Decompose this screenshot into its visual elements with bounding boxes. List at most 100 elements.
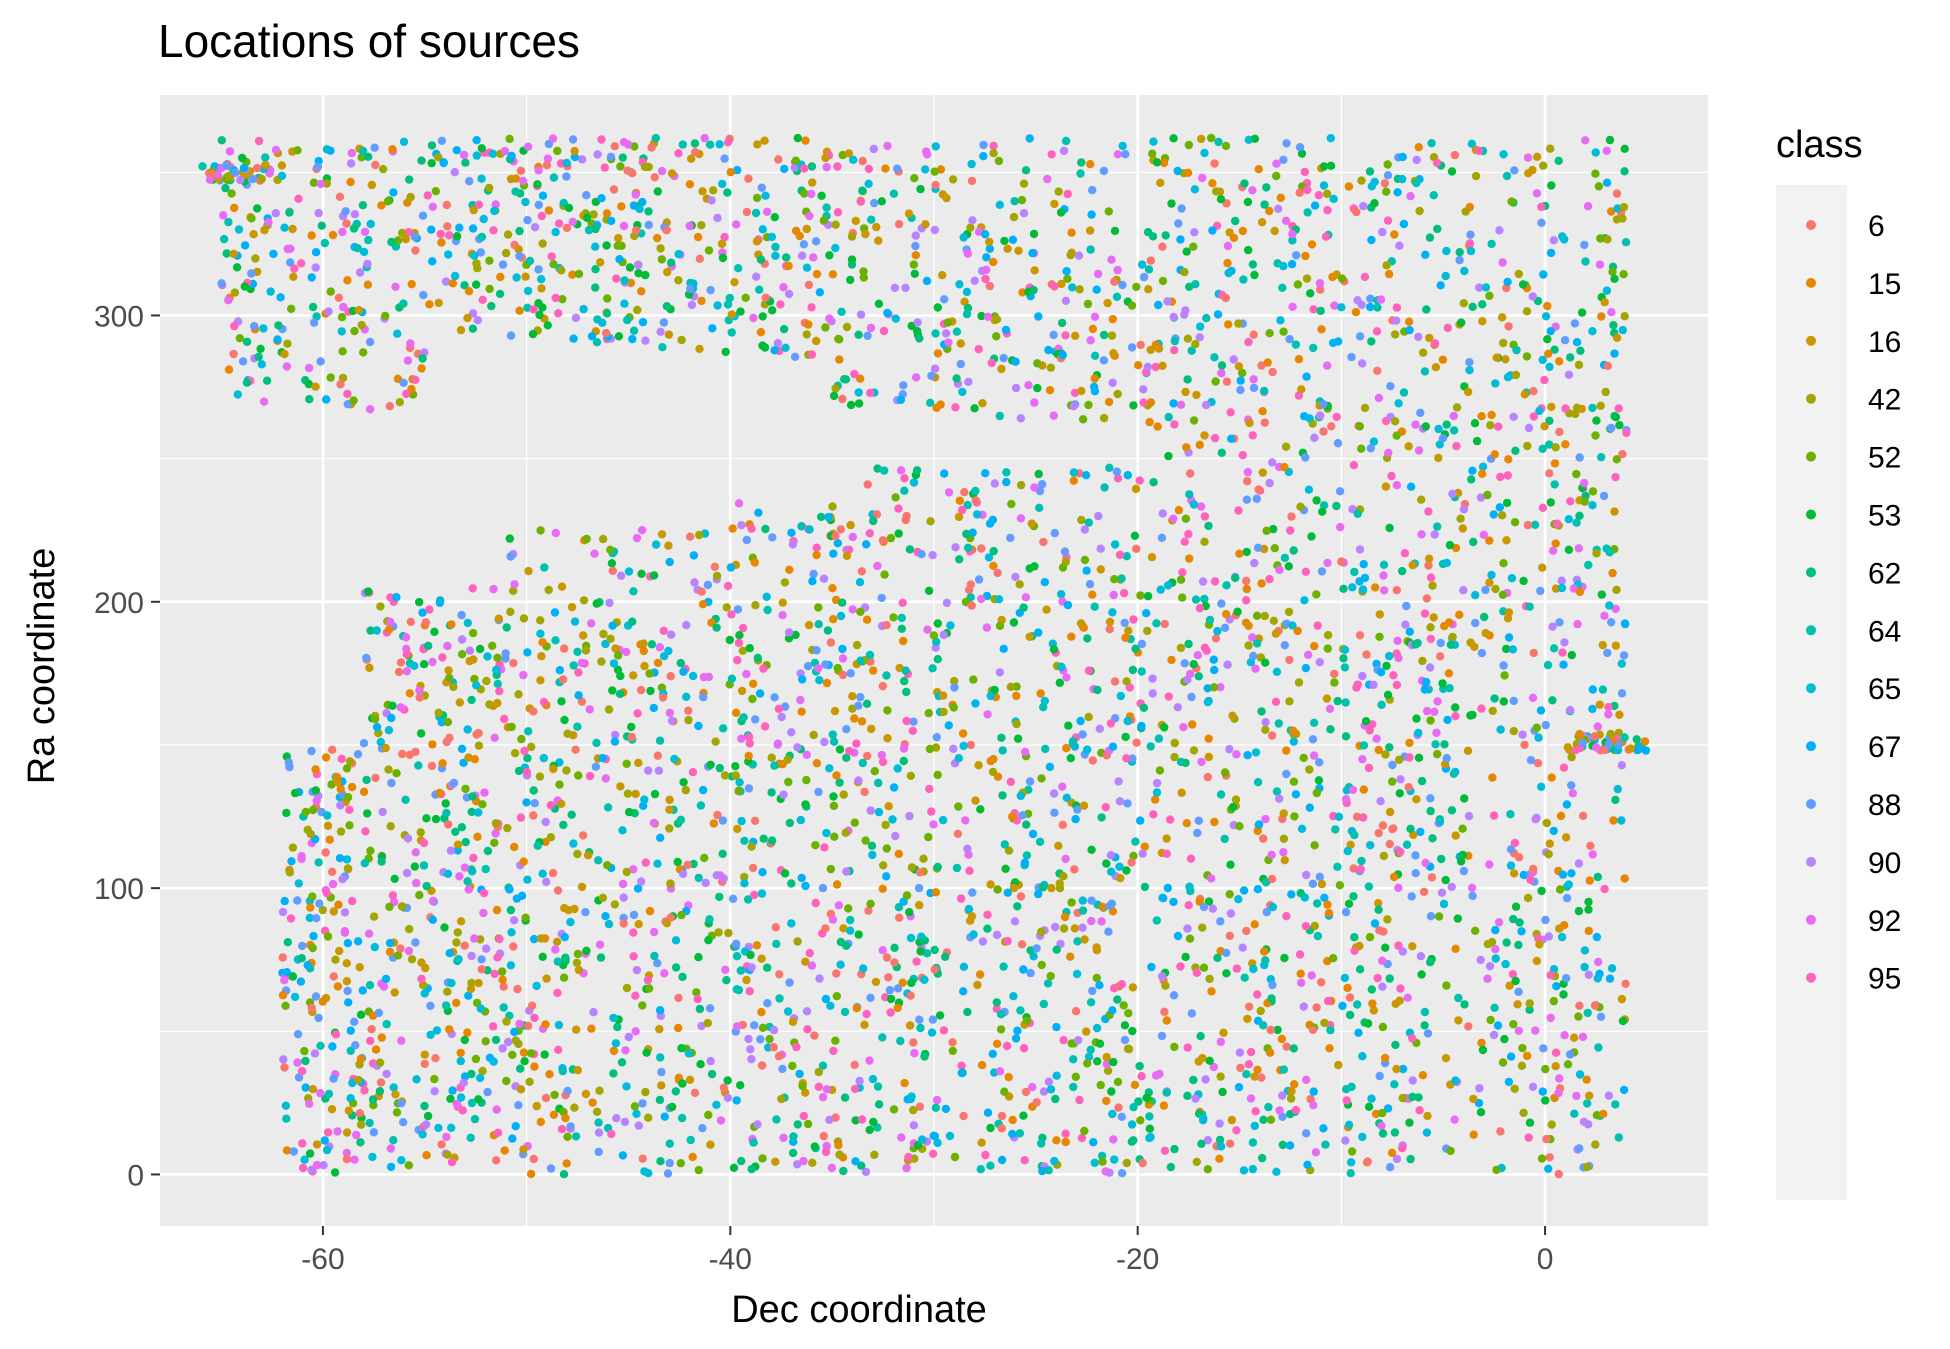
data-point [474, 978, 483, 988]
data-point [1405, 753, 1414, 762]
data-point [523, 215, 532, 225]
data-point [442, 200, 451, 210]
data-point [305, 913, 314, 923]
data-point [594, 1128, 604, 1137]
data-point [632, 226, 641, 235]
data-point [1365, 726, 1374, 735]
data-point [1210, 817, 1219, 827]
data-point [1537, 218, 1546, 227]
data-point [1588, 501, 1597, 510]
data-point [905, 908, 914, 917]
data-point [254, 136, 264, 146]
data-point [331, 955, 340, 964]
data-point [1428, 834, 1437, 843]
data-point [1250, 134, 1260, 143]
data-point [282, 362, 292, 371]
data-point [1317, 567, 1327, 576]
data-point [294, 879, 303, 888]
data-point [844, 904, 853, 913]
data-point [1271, 697, 1281, 706]
data-point [573, 1066, 582, 1075]
data-point [951, 403, 960, 412]
data-point [1189, 660, 1198, 669]
data-point [912, 957, 921, 966]
data-point [1201, 400, 1211, 410]
data-point [1574, 544, 1584, 553]
data-point [1405, 627, 1415, 636]
data-point [229, 349, 238, 359]
data-point [822, 1085, 832, 1094]
data-point [1548, 696, 1557, 705]
data-point [1383, 1104, 1393, 1113]
data-point [1618, 1016, 1628, 1026]
data-point [572, 958, 582, 967]
data-point [461, 837, 470, 847]
data-point [1008, 1129, 1017, 1139]
data-point [866, 993, 875, 1002]
data-point [818, 1093, 828, 1102]
data-point [740, 836, 749, 845]
data-point [1287, 512, 1296, 521]
data-point [1155, 766, 1165, 775]
data-point [1419, 348, 1428, 357]
data-point [1138, 849, 1147, 858]
data-point [727, 310, 736, 319]
data-point [1420, 609, 1430, 618]
data-point [515, 251, 524, 261]
data-point [579, 631, 588, 640]
data-point [617, 202, 626, 211]
data-point [931, 888, 941, 897]
data-point [1032, 944, 1041, 953]
data-point [897, 613, 906, 623]
data-point [1490, 1003, 1499, 1012]
data-point [1569, 1033, 1579, 1042]
data-point [1028, 248, 1037, 258]
data-point [667, 1102, 677, 1112]
data-point [1216, 195, 1226, 204]
data-point [1341, 698, 1350, 707]
data-point [945, 1131, 955, 1141]
data-point [536, 629, 545, 638]
data-point [1418, 1071, 1428, 1080]
data-point [1083, 1059, 1092, 1068]
data-point [372, 722, 382, 732]
data-point [883, 308, 892, 318]
data-point [1288, 236, 1297, 245]
data-point [550, 1090, 559, 1100]
data-point [1205, 1056, 1214, 1066]
data-point [629, 671, 638, 680]
data-point [1059, 924, 1069, 933]
data-point [1451, 944, 1460, 953]
data-point [568, 217, 577, 227]
data-point [1022, 851, 1032, 860]
data-point [1116, 874, 1125, 883]
data-point [428, 202, 437, 211]
data-point [355, 268, 365, 277]
data-point [865, 1125, 874, 1135]
data-point [618, 153, 627, 162]
data-point [1345, 1010, 1355, 1020]
data-point [1558, 648, 1567, 657]
data-point [1082, 566, 1091, 575]
data-point [1086, 336, 1095, 345]
data-point [992, 332, 1001, 341]
data-point [1460, 1000, 1469, 1009]
data-point [469, 205, 478, 215]
data-point [1257, 579, 1266, 588]
data-point [634, 920, 643, 929]
legend-label: 42 [1868, 384, 1901, 417]
data-point [1087, 916, 1096, 926]
data-point [1055, 879, 1064, 888]
data-point [1381, 943, 1390, 952]
data-point [418, 354, 427, 363]
data-point [1043, 979, 1053, 988]
data-point [396, 703, 405, 712]
data-point [1098, 1157, 1107, 1166]
data-point [613, 651, 623, 660]
data-point [964, 850, 973, 859]
data-point [1216, 1142, 1226, 1151]
data-point [411, 848, 420, 857]
data-point [219, 234, 229, 244]
data-point [949, 744, 958, 753]
data-point [1128, 754, 1137, 763]
